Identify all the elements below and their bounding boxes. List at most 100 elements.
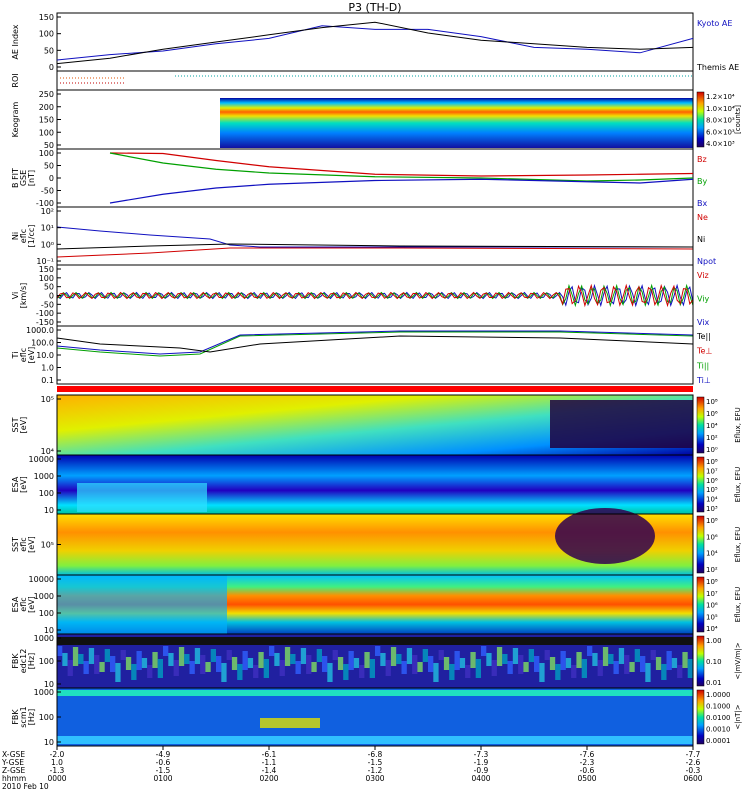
- colorbar-label: 10⁷: [706, 590, 718, 598]
- axis-value: -4.9: [156, 750, 171, 759]
- colorbar-label: 10⁸: [706, 398, 718, 406]
- y-tick-label: 10⁴: [41, 447, 54, 456]
- spectrogram-stripe: [274, 653, 280, 666]
- spectrogram-stripe: [353, 658, 360, 668]
- spectrogram-stripe: [178, 647, 185, 666]
- y-tick-label: 10.0: [36, 351, 54, 360]
- y-tick-label: 0: [49, 174, 54, 183]
- colorbar-title: Eflux, EFU: [734, 467, 742, 502]
- spectrogram-stripe: [655, 657, 662, 670]
- colorbar-title: <|nT|>: [734, 704, 742, 729]
- spectrogram-stripe: [385, 660, 391, 676]
- spectrogram-stripe: [576, 652, 582, 668]
- spectrogram-stripe: [682, 652, 688, 668]
- panel-frame: [56, 148, 694, 208]
- y-tick-label: -50: [41, 187, 54, 196]
- legend-label: Bz: [697, 155, 707, 164]
- spectrogram-stripe: [99, 662, 105, 672]
- spectrogram-stripe: [210, 649, 216, 662]
- axis-value: 0400: [471, 774, 490, 783]
- axis-value: -6.1: [262, 750, 277, 759]
- npot-line: [56, 226, 693, 248]
- y-tick-label: 10⁰: [41, 240, 54, 249]
- axis-value: -1.3: [50, 766, 65, 775]
- legend-label: Te||: [696, 332, 711, 341]
- colorbar-label: 10⁸: [706, 517, 718, 525]
- legend-label: Ni: [697, 235, 705, 244]
- y-axis-label: [Hz]: [27, 653, 36, 669]
- spectrogram-stripe: [422, 649, 428, 662]
- colorbar-title: Eflux, EFU: [734, 527, 742, 562]
- axis-value: -2.6: [686, 758, 701, 767]
- colorbar-label: 10⁴: [706, 625, 718, 633]
- spectrogram-stripe: [597, 660, 603, 676]
- colorbar-label: 10⁶: [706, 533, 718, 541]
- colorbar-label: 4.0×10³: [706, 140, 735, 148]
- ti-perp-line: [56, 330, 694, 355]
- axis-value: -1.9: [474, 758, 489, 767]
- spectrogram-stripe: [67, 660, 73, 676]
- y-tick-label: 10²: [41, 207, 54, 216]
- spectrogram-stripe: [687, 659, 693, 678]
- spectrogram-stripe: [565, 658, 572, 668]
- legend-label: Ne: [697, 213, 708, 222]
- spectrogram-stripe: [645, 663, 651, 682]
- spectrogram-stripe: [364, 652, 370, 668]
- legend-label: Themis AE: [696, 63, 739, 72]
- spectrogram-stripe: [327, 663, 333, 682]
- y-tick-label: 150: [39, 265, 54, 274]
- spectrogram-stripe: [348, 651, 354, 670]
- bfit-line-by: [109, 152, 694, 182]
- spectrogram-stripe: [475, 659, 481, 678]
- spectrogram-stripe: [311, 662, 317, 672]
- panel-bfit: 100 50 0 -50 -100 B FIT GSE [nT] Bz By Bx: [11, 148, 707, 208]
- spectrogram-stripe: [284, 647, 291, 666]
- spectrogram-stripe: [534, 656, 540, 672]
- y-tick-label: 1000: [34, 472, 54, 481]
- y-tick-label: 250: [39, 90, 54, 99]
- axis-value: -0.6: [156, 758, 171, 767]
- spectrogram-stripe: [375, 646, 381, 656]
- spectrogram-stripe: [624, 655, 630, 674]
- date-label: 2010 Feb 10: [2, 782, 49, 791]
- spectrogram-stripe: [602, 647, 609, 666]
- spectrogram-stripe: [449, 664, 455, 680]
- y-tick-label: 1000: [34, 634, 54, 643]
- colorbar-label: 10⁸: [706, 578, 718, 586]
- y-axis-label: Ti: [11, 352, 20, 360]
- spectrogram-stripe: [88, 648, 95, 664]
- y-tick-label: 150: [39, 116, 54, 125]
- y-axis-label: [km/s]: [19, 283, 28, 309]
- y-axis-label: ESA: [11, 476, 20, 492]
- y-tick-label: 50: [44, 46, 54, 55]
- spectrogram-stripe: [618, 648, 625, 664]
- spectrogram-stripe: [417, 662, 423, 672]
- axis-value: -1.1: [262, 758, 277, 767]
- spectrogram-stripe: [412, 655, 418, 674]
- spectrogram-stripe: [544, 650, 550, 660]
- y-tick-label: 10⁻¹: [36, 257, 54, 266]
- y-axis-label: [eV]: [19, 476, 28, 493]
- spectrogram-stripe: [205, 662, 211, 672]
- spectrogram-stripe: [380, 653, 386, 666]
- y-tick-label: 1000: [34, 688, 54, 697]
- y-axis-label: GSE: [19, 170, 28, 186]
- spectrogram-stripe: [629, 662, 635, 672]
- spectrogram-stripe: [539, 663, 545, 682]
- spectrogram-stripe: [226, 650, 232, 660]
- spectrogram-stripe: [110, 656, 116, 672]
- spectrogram-stripe: [173, 660, 179, 676]
- spectrogram-stripe: [147, 665, 153, 678]
- spectrogram-stripe: [443, 657, 450, 670]
- spectrogram-stripe: [428, 656, 434, 672]
- spectrogram-stripe: [491, 660, 497, 676]
- y-axis-label: edc12: [19, 649, 28, 674]
- y-axis-label: ESA: [11, 596, 20, 612]
- panel-esa_i: 10000 1000 100 10 ESA eflc [eV] 10⁸ 10⁷ 10⁶ 10⁵ 10⁴…: [11, 574, 742, 635]
- spectrogram-stripe: [613, 661, 619, 674]
- y-tick-label: 100: [39, 713, 54, 722]
- spectrogram-stripe: [640, 656, 646, 672]
- colorbar-title: Eflux, EFU: [734, 407, 742, 442]
